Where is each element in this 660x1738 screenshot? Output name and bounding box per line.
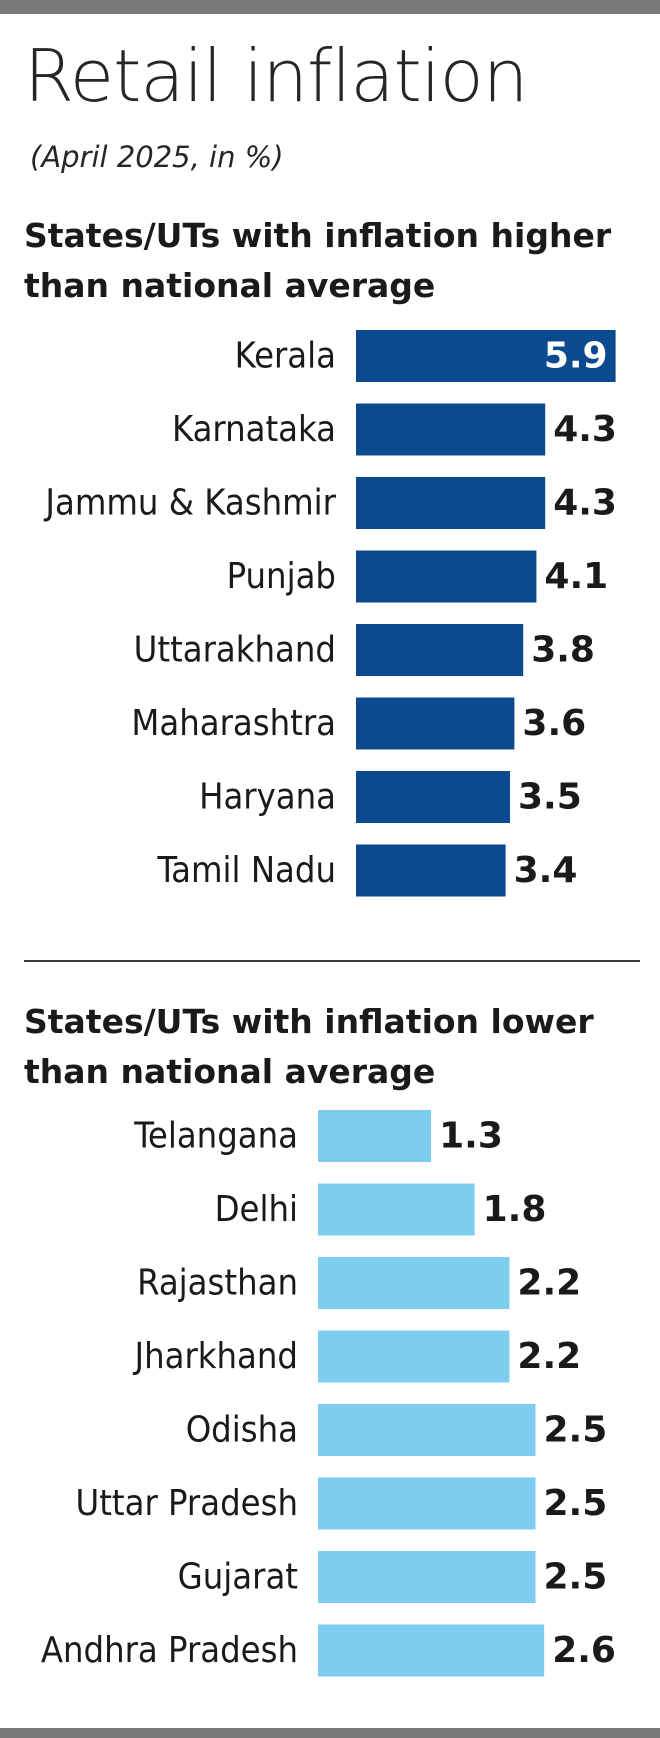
value-label: 4.3 [553, 409, 617, 450]
bottom-rule [0, 1728, 660, 1738]
value-label: 3.6 [522, 703, 586, 744]
bar [356, 624, 524, 676]
category-label: Delhi [215, 1189, 298, 1230]
chart-subtitle: (April 2025, in %) [30, 140, 284, 174]
category-label: Uttarakhand [134, 630, 336, 671]
bar [318, 1257, 510, 1309]
bar [318, 1110, 432, 1162]
value-label: 5.9 [544, 336, 608, 377]
category-label: Kerala [235, 336, 336, 377]
section-heading-lower: States/UTs with inflation lower than nat… [24, 1002, 594, 1091]
category-label: Andhra Pradesh [41, 1630, 298, 1671]
category-label: Haryana [199, 777, 336, 818]
value-label: 1.8 [483, 1189, 547, 1230]
category-label: Punjab [227, 556, 336, 597]
value-label: 3.4 [514, 850, 578, 891]
section-divider [24, 960, 640, 962]
bar [356, 330, 616, 382]
category-label: Telangana [133, 1116, 298, 1157]
bar [318, 1404, 536, 1456]
value-label: 2.5 [544, 1483, 608, 1524]
value-label: 3.5 [518, 777, 582, 818]
category-label: Rajasthan [137, 1263, 298, 1304]
bar-chart-higher: Kerala 5.9 Karnataka 4.3 Jammu & Kashmir 4.3 P… [43, 330, 617, 897]
bar [356, 550, 537, 603]
section-heading-higher: States/UTs with inflation higher than na… [24, 216, 612, 305]
category-label: Jammu & Kashmir [43, 483, 336, 524]
category-label: Uttar Pradesh [76, 1483, 299, 1524]
bar [318, 1551, 536, 1603]
bar [356, 697, 515, 750]
category-label: Gujarat [178, 1557, 298, 1598]
value-label: 2.2 [517, 1263, 581, 1304]
bar [318, 1330, 510, 1383]
category-label: Tamil Nadu [156, 850, 336, 891]
bar [318, 1477, 536, 1530]
value-label: 2.5 [544, 1410, 608, 1451]
value-label: 2.5 [544, 1557, 608, 1598]
category-label: Karnataka [172, 409, 336, 450]
bar-chart-lower: Telangana 1.3 Delhi 1.8 Rajasthan 2.2 Jharkhan… [41, 1110, 616, 1677]
bar [356, 403, 546, 456]
top-rule [0, 0, 660, 14]
chart-title: Retail inflation [24, 34, 528, 118]
bar [356, 477, 546, 529]
value-label: 3.8 [531, 630, 595, 671]
bar [318, 1624, 545, 1677]
bar [318, 1183, 475, 1236]
bar [356, 771, 510, 823]
value-label: 2.6 [552, 1630, 616, 1671]
value-label: 2.2 [517, 1336, 581, 1377]
value-label: 4.1 [544, 556, 608, 597]
category-label: Maharashtra [131, 703, 336, 744]
value-label: 1.3 [439, 1116, 503, 1157]
category-label: Jharkhand [133, 1336, 298, 1377]
value-label: 4.3 [553, 483, 617, 524]
bar [356, 844, 506, 897]
category-label: Odisha [186, 1410, 298, 1451]
